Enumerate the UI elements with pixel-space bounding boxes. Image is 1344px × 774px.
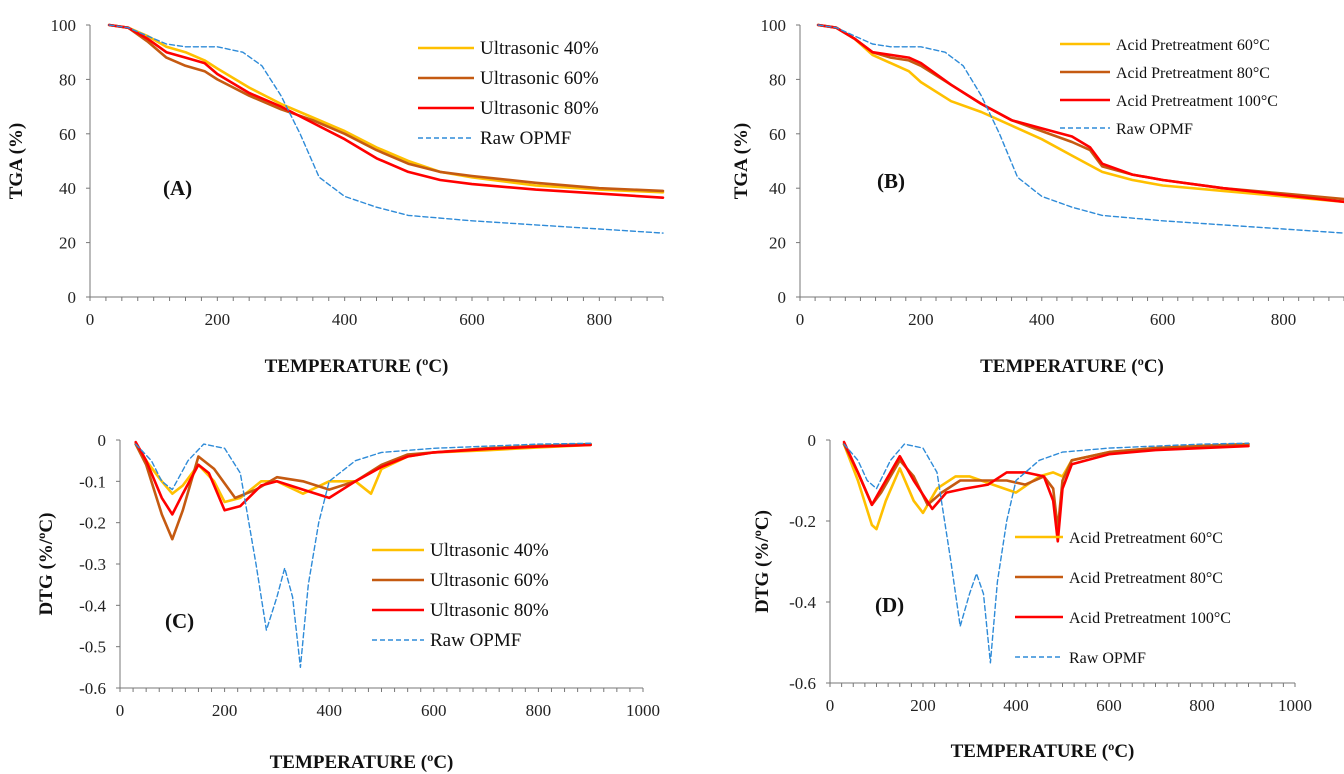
x-tick-label: 400: [332, 310, 358, 329]
x-tick-label: 0: [826, 696, 835, 715]
x-tick-label: 1000: [1278, 696, 1312, 715]
y-tick-label: 40: [769, 179, 786, 198]
series-line-4: [843, 442, 1250, 664]
legend-label: Acid Pretreatment 100°C: [1069, 610, 1231, 627]
y-tick-label: -0.4: [789, 593, 816, 612]
legend-label: Raw OPMF: [480, 128, 571, 149]
chart-panel-c: 0 200 400 600 800 1000 0 -0.1 -0.2 -0.3 -0.4 -0.5 -0…: [36, 431, 660, 773]
x-tick-label: 400: [1029, 310, 1055, 329]
y-tick-label: -0.1: [79, 472, 106, 491]
series-line-2: [842, 442, 1250, 531]
series-line-1: [107, 23, 665, 194]
y-axis-title: TGA (%): [6, 123, 27, 200]
x-tick-label: 800: [526, 701, 552, 720]
legend-label: Ultrasonic 60%: [480, 68, 599, 89]
chart-panel-a: 0 200 400 600 800 0 20 40 60 80 100 TEMPERATURE (ºC…: [6, 16, 665, 377]
y-tick-label: 100: [761, 16, 787, 35]
y-tick-label: 80: [59, 70, 76, 89]
series-line-3: [842, 440, 1250, 543]
legend-label: Ultrasonic 60%: [430, 570, 549, 591]
y-tick-label: -0.2: [79, 514, 106, 533]
series-line-3: [816, 23, 1344, 204]
y-axis-title: DTG (%/ºC): [752, 510, 773, 613]
x-tick-label: 0: [116, 701, 125, 720]
panel-label: (D): [875, 593, 904, 617]
series-line-4: [817, 24, 1344, 234]
panel-label: (B): [877, 169, 905, 193]
x-axis-title: TEMPERATURE (ºC): [980, 356, 1164, 377]
y-tick-label: 60: [59, 125, 76, 144]
y-tick-label: 100: [51, 16, 77, 35]
legend-label: Ultrasonic 40%: [430, 540, 549, 561]
x-tick-label: 800: [587, 310, 613, 329]
y-axis-title: TGA (%): [731, 123, 752, 200]
y-tick-label: 0: [808, 431, 817, 450]
y-tick-label: -0.4: [79, 596, 106, 615]
legend-label: Ultrasonic 80%: [480, 98, 599, 119]
series-line-3: [134, 440, 592, 516]
x-axis-title: TEMPERATURE (ºC): [265, 356, 449, 377]
series-line-4: [135, 442, 592, 668]
y-tick-label: -0.6: [79, 679, 106, 698]
legend-label: Raw OPMF: [1069, 650, 1146, 667]
y-tick-label: 0: [98, 431, 107, 450]
legend-label: Raw OPMF: [430, 630, 521, 651]
y-tick-label: 60: [769, 125, 786, 144]
x-tick-label: 1000: [626, 701, 660, 720]
x-tick-label: 0: [796, 310, 805, 329]
y-tick-label: -0.5: [79, 638, 106, 657]
y-axis-title: DTG (%/ºC): [36, 513, 57, 616]
x-tick-label: 0: [86, 310, 95, 329]
x-axis-title: TEMPERATURE (ºC): [951, 741, 1135, 762]
x-tick-label: 200: [910, 696, 936, 715]
legend-label: Acid Pretreatment 60°C: [1069, 530, 1223, 547]
chart-panel-d: 0 200 400 600 800 1000 0 -0.2 -0.4 -0.6 TEMPERATUR…: [752, 431, 1312, 762]
legend-label: Acid Pretreatment 80°C: [1069, 570, 1223, 587]
panel-label: (C): [165, 609, 194, 633]
y-tick-label: 40: [59, 179, 76, 198]
y-tick-label: 0: [68, 288, 77, 307]
legend-label: Ultrasonic 80%: [430, 600, 549, 621]
x-axis-title: TEMPERATURE (ºC): [270, 752, 454, 773]
y-tick-label: -0.6: [789, 674, 816, 693]
y-tick-label: -0.2: [789, 512, 816, 531]
legend-label: Ultrasonic 40%: [480, 38, 599, 59]
legend-label: Raw OPMF: [1116, 121, 1193, 138]
y-tick-label: 80: [769, 70, 786, 89]
panel-label: (A): [163, 176, 192, 200]
y-tick-label: 20: [769, 234, 786, 253]
y-tick-label: 20: [59, 234, 76, 253]
x-tick-label: 600: [421, 701, 447, 720]
series-line-3: [107, 23, 665, 199]
y-tick-label: -0.3: [79, 555, 106, 574]
series-line-1: [134, 442, 592, 504]
legend-label: Acid Pretreatment 100°C: [1116, 93, 1278, 110]
x-tick-label: 800: [1189, 696, 1215, 715]
y-tick-label: 0: [778, 288, 787, 307]
series-line-1: [842, 442, 1250, 531]
x-tick-label: 200: [908, 310, 934, 329]
x-tick-label: 200: [205, 310, 231, 329]
x-tick-label: 600: [1096, 696, 1122, 715]
x-tick-label: 200: [212, 701, 238, 720]
x-tick-label: 800: [1271, 310, 1297, 329]
chart-panel-b: 0 200 400 600 800 0 20 40 60 80 100 TEMPERATURE (ºC…: [731, 16, 1344, 377]
x-tick-label: 600: [1150, 310, 1176, 329]
x-tick-label: 600: [459, 310, 485, 329]
x-tick-label: 400: [1003, 696, 1029, 715]
legend-label: Acid Pretreatment 60°C: [1116, 37, 1270, 54]
legend-label: Acid Pretreatment 80°C: [1116, 65, 1270, 82]
x-tick-label: 400: [316, 701, 342, 720]
series-line-1: [816, 23, 1344, 204]
series-line-4: [108, 24, 664, 234]
